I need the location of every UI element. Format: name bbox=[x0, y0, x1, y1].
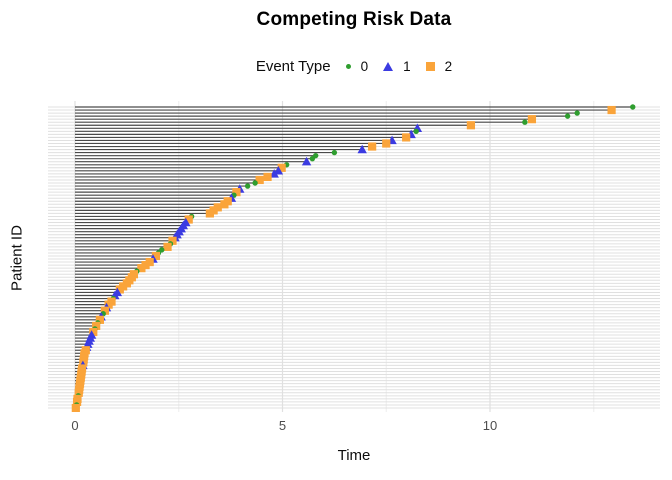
event-marker-square bbox=[368, 142, 377, 151]
event-marker-square bbox=[466, 121, 476, 130]
legend-item-event-1[interactable]: 1 bbox=[383, 59, 411, 74]
event-marker-square bbox=[95, 315, 104, 324]
event-marker-circle bbox=[252, 180, 258, 186]
event-marker-square bbox=[100, 306, 109, 315]
x-tick-label: 0 bbox=[71, 418, 79, 433]
event-marker-square bbox=[168, 236, 177, 245]
event-marker-square bbox=[92, 321, 101, 331]
event-marker-square bbox=[141, 261, 150, 270]
legend-item-label: 1 bbox=[403, 58, 411, 74]
event-marker-square bbox=[104, 300, 113, 309]
event-marker-square bbox=[607, 105, 616, 115]
event-marker-square bbox=[255, 175, 264, 185]
event-marker-triangle bbox=[269, 169, 279, 178]
event-marker-square bbox=[382, 139, 391, 148]
event-marker-circle bbox=[630, 104, 636, 110]
legend-item-event-2[interactable]: 2 bbox=[425, 58, 453, 74]
event-marker-circle bbox=[413, 128, 419, 135]
square-marker-icon bbox=[425, 61, 435, 71]
event-marker-circle bbox=[309, 155, 316, 162]
event-marker-square bbox=[115, 285, 124, 294]
event-marker-square bbox=[151, 251, 161, 261]
event-marker-triangle bbox=[301, 156, 312, 166]
event-marker-square bbox=[145, 257, 154, 267]
circle-marker-icon bbox=[345, 63, 351, 69]
event-marker-square bbox=[205, 209, 214, 218]
event-marker-triangle bbox=[357, 144, 367, 154]
x-axis-label: Time bbox=[337, 447, 371, 464]
event-marker-circle bbox=[331, 149, 338, 156]
event-marker-square bbox=[263, 172, 272, 182]
event-marker-circle bbox=[522, 119, 528, 125]
event-marker-square bbox=[220, 200, 229, 209]
event-marker-circle bbox=[244, 183, 251, 189]
event-marker-square bbox=[232, 188, 241, 197]
event-marker-square bbox=[72, 397, 82, 407]
legend: Event Type 0 1 2 bbox=[40, 55, 668, 77]
x-tick-label: 10 bbox=[482, 418, 498, 433]
event-marker-square bbox=[71, 403, 80, 413]
event-marker-square bbox=[137, 264, 146, 273]
event-marker-square bbox=[163, 242, 172, 251]
chart-canvas bbox=[48, 101, 660, 413]
legend-title: Event Type bbox=[255, 57, 331, 75]
event-marker-square bbox=[213, 203, 222, 212]
y-axis-label: Patient ID bbox=[8, 225, 26, 291]
plot-panel bbox=[48, 101, 660, 413]
chart-title: Competing Risk Data bbox=[256, 9, 452, 30]
legend-item-event-0[interactable]: 0 bbox=[345, 58, 369, 74]
event-marker-square bbox=[402, 133, 411, 142]
event-marker-square bbox=[74, 388, 83, 397]
event-marker-circle bbox=[564, 113, 571, 119]
event-marker-square bbox=[277, 163, 286, 172]
legend-item-label: 0 bbox=[360, 58, 369, 74]
event-marker-circle bbox=[574, 110, 580, 116]
event-marker-square bbox=[527, 115, 537, 124]
event-marker-square bbox=[184, 215, 193, 224]
x-tick-label: 5 bbox=[278, 418, 287, 433]
event-marker-square bbox=[89, 327, 98, 337]
legend-item-label: 2 bbox=[444, 58, 453, 74]
triangle-marker-icon bbox=[383, 61, 394, 71]
